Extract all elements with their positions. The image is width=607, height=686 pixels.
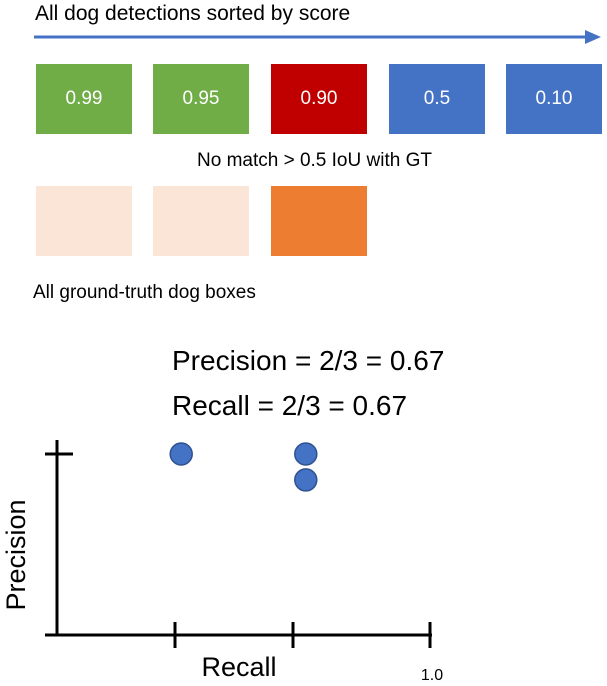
x-tick-label-1: 1.0	[421, 667, 443, 684]
ground-truth-label: All ground-truth dog boxes	[33, 282, 256, 303]
detection-box-1: 0.99	[36, 64, 132, 134]
data-point-2	[294, 442, 318, 466]
data-points	[169, 442, 318, 492]
detection-box-4: 0.5	[389, 64, 485, 134]
y-axis-label: Precision	[1, 499, 31, 610]
recall-formula: Recall = 2/3 = 0.67	[172, 390, 408, 421]
detection-box-2: 0.95	[153, 64, 249, 134]
score-order-arrow	[34, 30, 601, 44]
detection-score-3: 0.90	[300, 88, 338, 109]
diagram-title: All dog detections sorted by score	[35, 2, 351, 25]
no-match-label: No match > 0.5 IoU with GT	[197, 150, 432, 171]
detection-score-4: 0.5	[423, 88, 451, 109]
ground-truth-box-1	[36, 186, 132, 256]
precision-recall-plot: Recall Precision 1.0	[1, 440, 443, 684]
detection-score-1: 0.99	[65, 88, 103, 109]
detection-score-5: 0.10	[535, 88, 573, 109]
precision-formula: Precision = 2/3 = 0.67	[172, 345, 445, 376]
detection-score-2: 0.95	[182, 88, 220, 109]
data-point-1	[169, 442, 193, 466]
ground-truth-box-2	[153, 186, 249, 256]
detection-box-3: 0.90	[271, 64, 367, 134]
detection-box-5: 0.10	[506, 64, 602, 134]
ground-truth-box-3	[271, 186, 367, 256]
data-point-3	[294, 468, 318, 492]
x-axis-label: Recall	[201, 652, 276, 682]
